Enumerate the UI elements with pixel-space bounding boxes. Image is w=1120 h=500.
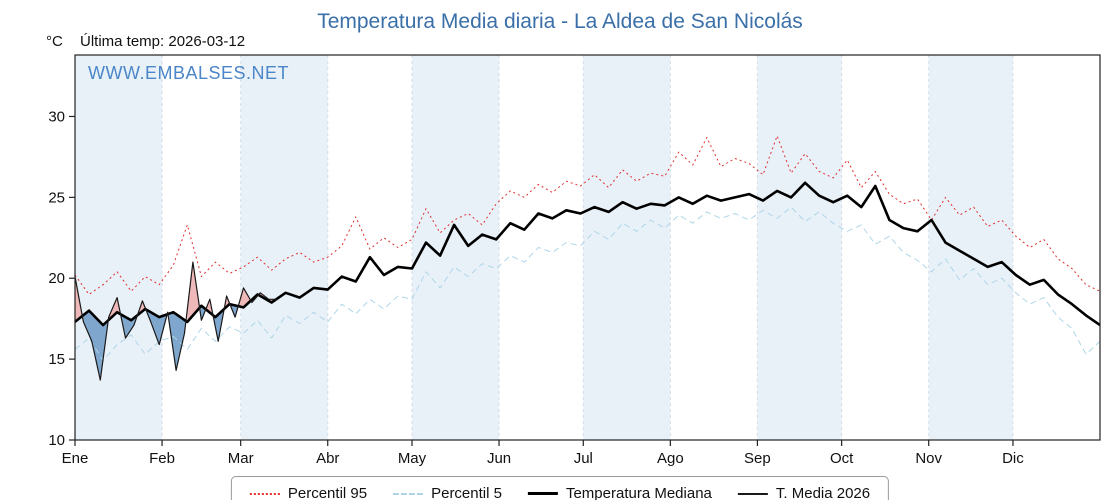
mediana-line-swatch — [527, 492, 558, 495]
svg-text:25: 25 — [48, 189, 65, 206]
svg-text:Jul: Jul — [574, 450, 593, 467]
media-2026-line-swatch — [737, 492, 768, 495]
legend-item-mediana: Temperatura Mediana — [527, 485, 712, 500]
svg-text:10: 10 — [48, 432, 65, 449]
last-temp-label: Última temp: 2026-03-12 — [80, 33, 246, 50]
legend-label: Percentil 95 — [287, 485, 368, 500]
legend: Percentil 95 Percentil 5 Temperatura Med… — [230, 476, 890, 500]
legend-label: Percentil 5 — [431, 485, 502, 500]
svg-text:30: 30 — [48, 108, 65, 125]
svg-text:Mar: Mar — [228, 450, 254, 467]
svg-text:May: May — [398, 450, 427, 467]
legend-item-media-2026: T. Media 2026 — [737, 485, 871, 500]
svg-text:15: 15 — [48, 351, 65, 368]
watermark: WWW.EMBALSES.NET — [88, 63, 290, 83]
svg-text:Sep: Sep — [744, 450, 771, 467]
svg-text:Feb: Feb — [149, 450, 175, 467]
legend-label: Temperatura Mediana — [565, 485, 712, 500]
svg-text:Nov: Nov — [915, 450, 942, 467]
svg-text:Ene: Ene — [62, 450, 89, 467]
svg-text:Oct: Oct — [830, 450, 854, 467]
legend-item-percentil-5: Percentil 5 — [393, 485, 502, 500]
y-axis-unit-label: °C — [46, 33, 63, 50]
svg-text:Dic: Dic — [1002, 450, 1024, 467]
percentil-5-line-swatch — [393, 492, 424, 495]
svg-text:Jun: Jun — [487, 450, 511, 467]
legend-item-percentil-95: Percentil 95 — [249, 485, 368, 500]
percentil-95-line-swatch — [249, 492, 280, 495]
svg-text:20: 20 — [48, 270, 65, 287]
legend-label: T. Media 2026 — [775, 485, 871, 500]
svg-text:Ago: Ago — [657, 450, 684, 467]
page-title: Temperatura Media diaria - La Aldea de S… — [317, 10, 803, 33]
svg-text:Abr: Abr — [316, 450, 339, 467]
